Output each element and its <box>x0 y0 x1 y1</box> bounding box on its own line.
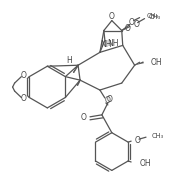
Text: O: O <box>129 18 135 27</box>
Text: NH: NH <box>107 39 118 48</box>
Text: CH₃: CH₃ <box>152 133 164 139</box>
Text: OH: OH <box>140 159 152 169</box>
Text: O: O <box>135 136 141 145</box>
Text: CH₃: CH₃ <box>148 14 161 20</box>
Text: O: O <box>107 95 113 104</box>
Text: OH: OH <box>151 58 162 67</box>
Text: H: H <box>66 56 72 65</box>
Text: O: O <box>20 94 26 103</box>
Text: O: O <box>81 113 87 122</box>
Polygon shape <box>135 61 144 65</box>
Text: O: O <box>125 24 131 33</box>
Text: CH₃: CH₃ <box>146 13 159 19</box>
Text: O: O <box>109 12 115 21</box>
Text: O: O <box>134 20 140 29</box>
Text: O: O <box>105 97 111 105</box>
Text: O: O <box>20 71 26 80</box>
Text: NH: NH <box>100 40 112 49</box>
